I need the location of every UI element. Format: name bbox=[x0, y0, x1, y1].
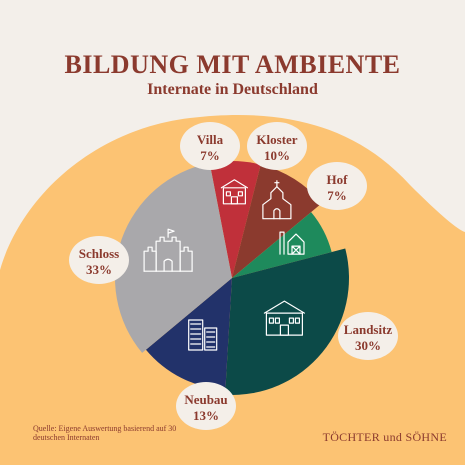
modern-building-icon bbox=[188, 319, 218, 351]
label-bubble-villa bbox=[180, 122, 240, 170]
label-bubble-landsitz bbox=[338, 312, 398, 360]
source-note: Quelle: Eigene Auswertung basierend auf … bbox=[33, 424, 177, 442]
slice-value-neubau: 13% bbox=[193, 408, 219, 423]
villa-icon bbox=[220, 179, 248, 205]
slice-value-landsitz: 30% bbox=[355, 338, 381, 353]
slice-label-kloster: Kloster bbox=[256, 132, 297, 147]
label-bubble-neubau bbox=[176, 382, 236, 430]
label-bubble-hof bbox=[307, 162, 367, 210]
slice-label-neubau: Neubau bbox=[184, 392, 227, 407]
chart-title: BILDUNG MIT AMBIENTE bbox=[64, 50, 401, 79]
slice-label-hof: Hof bbox=[327, 172, 349, 187]
pie-chart bbox=[115, 160, 349, 395]
slice-label-landsitz: Landsitz bbox=[344, 322, 393, 337]
label-bubble-kloster bbox=[247, 122, 307, 170]
slice-label-villa: Villa bbox=[197, 132, 224, 147]
slice-labels: Villa7%Kloster10%Hof7%Landsitz30%Neubau1… bbox=[69, 122, 398, 430]
slice-value-hof: 7% bbox=[327, 188, 347, 203]
brand-logo: TÖCHTER und SÖHNE bbox=[322, 430, 447, 444]
manor-icon bbox=[263, 300, 305, 336]
pie-slice-kloster bbox=[232, 164, 322, 278]
castle-icon bbox=[143, 228, 193, 272]
slice-value-schloss: 33% bbox=[86, 262, 112, 277]
slice-label-schloss: Schloss bbox=[79, 246, 119, 261]
pie-slice-villa bbox=[209, 160, 261, 278]
pie-slice-hof bbox=[232, 212, 332, 278]
slice-icons bbox=[143, 179, 305, 351]
slice-value-kloster: 10% bbox=[264, 148, 290, 163]
monastery-icon bbox=[262, 180, 292, 220]
label-bubble-schloss bbox=[69, 236, 129, 284]
farm-icon bbox=[279, 231, 305, 255]
slice-value-villa: 7% bbox=[200, 148, 220, 163]
chart-subtitle: Internate in Deutschland bbox=[147, 81, 318, 98]
pie-slice-schloss bbox=[115, 163, 232, 353]
pie-slice-landsitz bbox=[225, 248, 349, 395]
